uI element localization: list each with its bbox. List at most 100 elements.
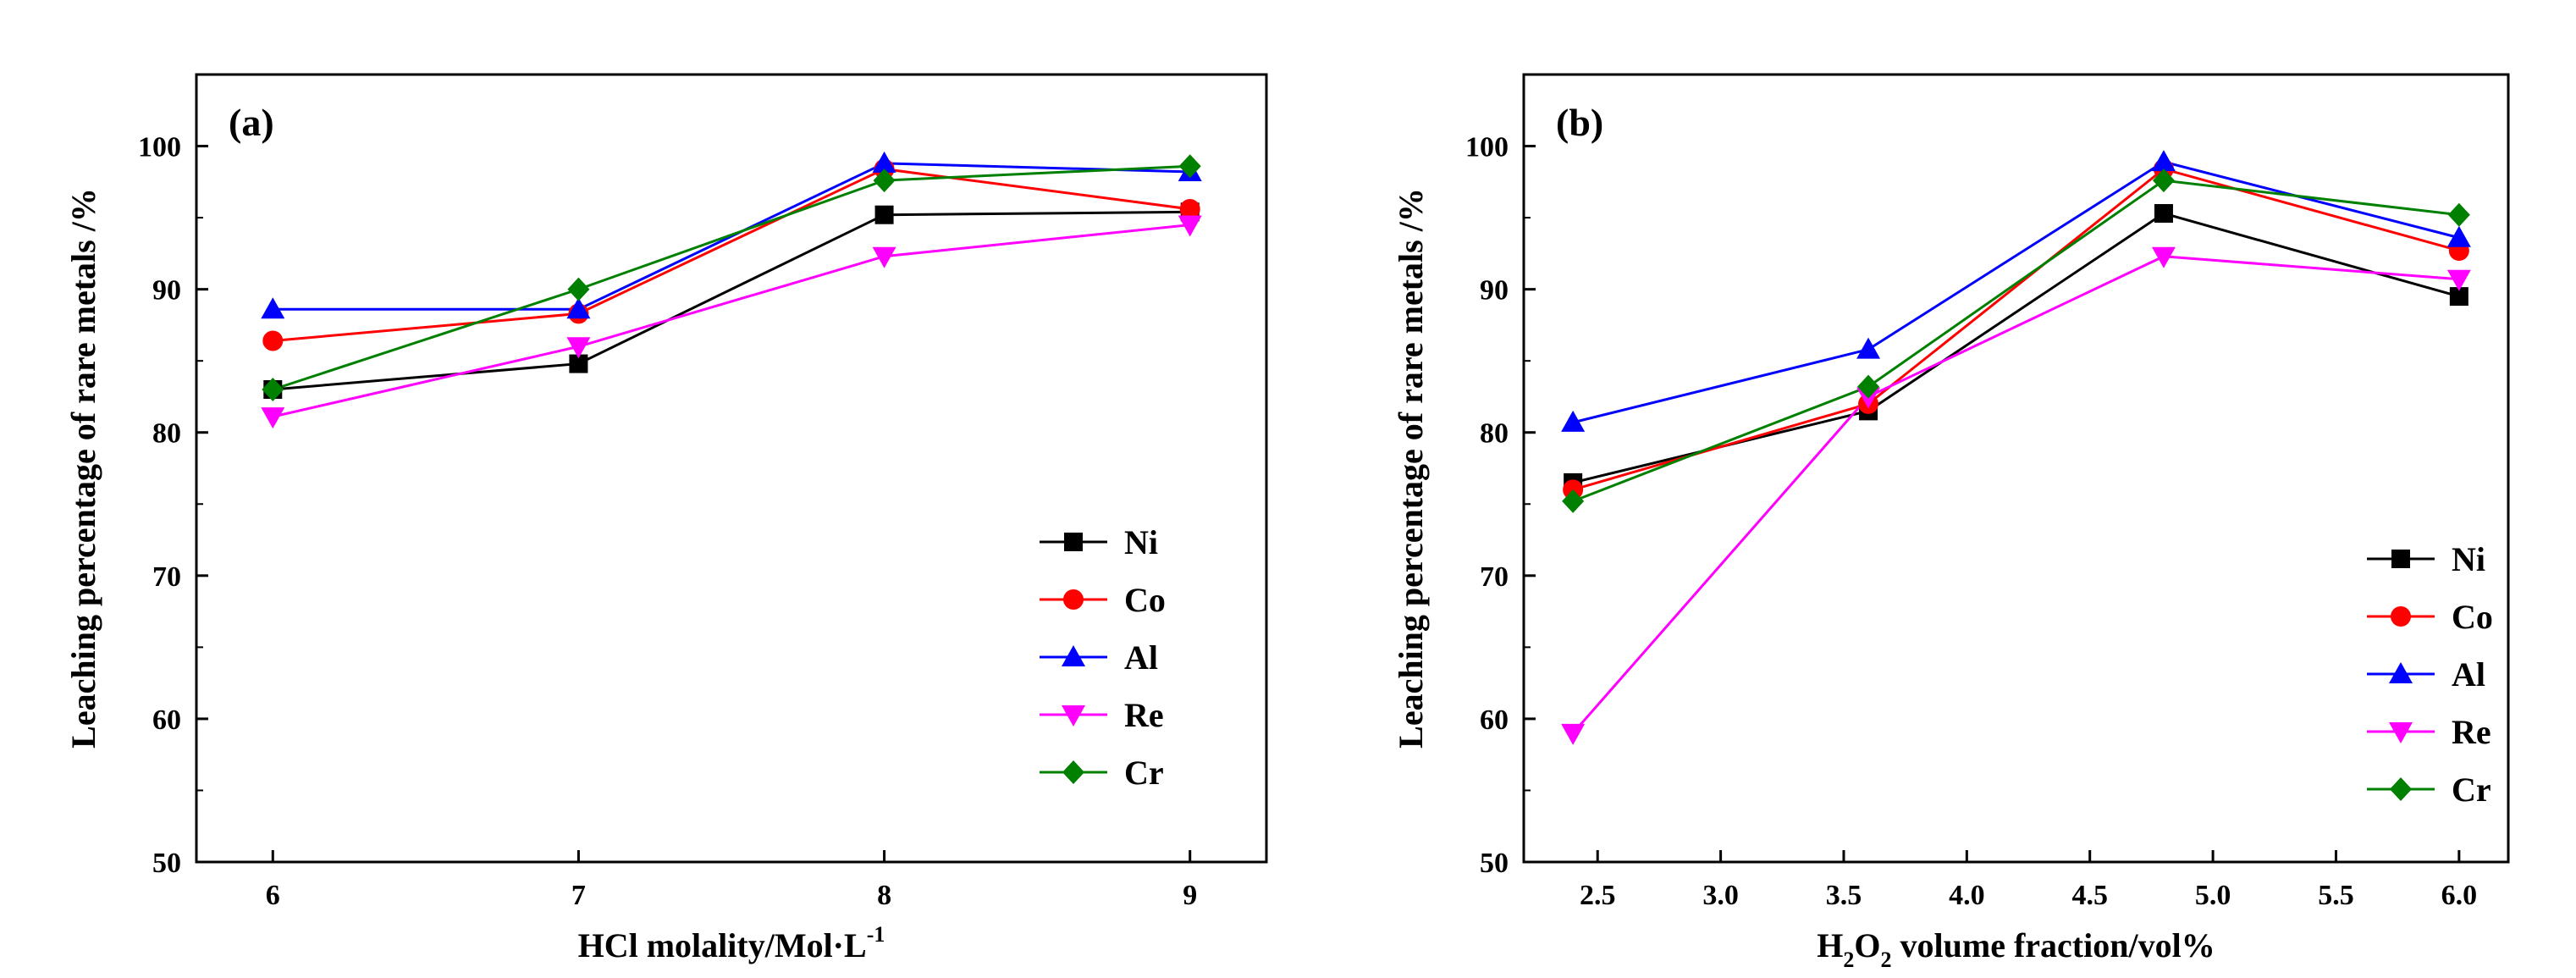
data-point-re: [566, 337, 591, 359]
x-tick-label: 5.0: [2195, 880, 2231, 911]
y-tick-label: 90: [1480, 275, 1509, 307]
legend-marker: [1062, 760, 1084, 784]
data-point-al: [2446, 225, 2471, 247]
data-point-cr: [1562, 489, 1585, 513]
y-tick-label: 100: [1465, 132, 1509, 163]
data-point-cr: [2447, 202, 2470, 227]
legend-label-al: Al: [2452, 655, 2485, 693]
y-tick-label: 80: [1480, 418, 1509, 450]
series-line-al: [1572, 160, 2460, 424]
y-axis-label: Leaching percentage of rare metals /%: [1392, 188, 1430, 749]
y-axis-label: Leaching percentage of rare metals /%: [64, 188, 102, 749]
x-tick-label: 9: [1183, 880, 1197, 911]
data-point-ni: [2154, 204, 2173, 224]
data-point-ni: [874, 205, 894, 224]
x-tick-label: 3.5: [1826, 880, 1862, 911]
data-point-al: [1856, 337, 1881, 359]
legend-label-cr: Cr: [1124, 754, 1164, 792]
legend-marker: [2390, 777, 2412, 801]
chart-panel-a: 6 7 8 9 50 60 70 80 90 100 Ni Co Al Re Cr (a) Leachin…: [64, 73, 1268, 964]
panel-label: (a): [229, 101, 274, 144]
legend: Ni Co Al Re Cr: [1040, 523, 1166, 792]
data-point-re: [1178, 215, 1202, 237]
data-point-re: [2446, 269, 2471, 291]
x-tick-label: 5.5: [2318, 880, 2354, 911]
data-point-co: [1179, 198, 1200, 219]
x-tick-label: 4.0: [1949, 880, 1985, 911]
series-line-ni: [273, 210, 1190, 391]
data-point-ni: [569, 354, 588, 373]
data-point-cr: [1178, 154, 1201, 179]
series-line-re: [1572, 255, 2459, 734]
x-axis-label-rest: volume fraction/vol%: [1892, 926, 2215, 964]
data-point-al: [872, 151, 896, 173]
y-tick-label: 70: [1480, 561, 1509, 593]
y-tick-label: 60: [1480, 704, 1509, 736]
series-line-cr: [272, 164, 1190, 391]
y-tick-label: 90: [152, 275, 181, 307]
x-axis-label-superscript: -1: [867, 922, 885, 947]
legend-marker: [1064, 533, 1083, 551]
x-tick-label: 8: [877, 880, 891, 911]
legend-marker: [2389, 722, 2413, 743]
legend-label-ni: Ni: [2452, 540, 2485, 578]
series-line-co: [273, 168, 1190, 343]
data-point-al: [1561, 410, 1586, 432]
data-point-cr: [2152, 169, 2175, 193]
x-tick-label: 2.5: [1580, 880, 1616, 911]
legend-marker: [2391, 606, 2411, 627]
plot-frame: [195, 73, 1268, 864]
legend-marker: [2391, 550, 2410, 568]
data-point-co: [262, 330, 284, 351]
y-tick-label: 70: [152, 561, 181, 593]
series-group: [1561, 150, 2471, 745]
data-point-re: [261, 407, 285, 429]
legend-label-co: Co: [2452, 598, 2493, 636]
legend-label-al: Al: [1124, 638, 1158, 677]
series-line-al: [273, 162, 1190, 311]
y-tick-label: 80: [152, 418, 181, 450]
chart-panel-b: 2.5 3.0 3.5 4.0 4.5 5.0 5.5 6.0 50 60 70 80 90 100 Ni…: [1392, 73, 2510, 972]
x-axis-label-sub-2a: 2: [1843, 948, 1854, 972]
axis-ticks: 6 7 8 9 50 60 70 80 90 100: [138, 132, 1197, 911]
series-group: [261, 151, 1202, 429]
legend-label-re: Re: [1124, 696, 1164, 734]
x-axis-label-o: O: [1854, 926, 1880, 964]
y-tick-label: 50: [1480, 848, 1509, 879]
data-point-al: [261, 297, 285, 319]
x-axis-label: HCl molality/Mol·L-1: [578, 922, 885, 964]
legend-marker: [1062, 705, 1085, 727]
legend: Ni Co Al Re Cr: [2367, 540, 2493, 809]
x-tick-label: 6: [266, 880, 280, 911]
x-axis-label: H2O2 volume fraction/vol%: [1817, 926, 2215, 972]
series-line-cr: [1572, 179, 2460, 503]
y-tick-label: 60: [152, 704, 181, 736]
legend-label-co: Co: [1124, 581, 1166, 619]
legend-label-re: Re: [2452, 713, 2491, 751]
data-point-re: [872, 246, 896, 268]
series-line-co: [1572, 167, 2460, 491]
x-tick-label: 7: [571, 880, 586, 911]
data-point-cr: [1857, 374, 1880, 399]
x-tick-label: 3.0: [1702, 880, 1739, 911]
data-point-ni: [2449, 287, 2468, 307]
x-axis-label-main: HCl molality/Mol·L: [578, 926, 867, 964]
plot-frame: [1522, 73, 2510, 864]
series-line-ni: [1572, 212, 2460, 484]
data-point-al: [2151, 150, 2176, 172]
y-tick-label: 100: [138, 132, 181, 163]
data-point-al: [566, 297, 591, 319]
series-line-re: [272, 224, 1190, 418]
data-point-cr: [873, 169, 896, 193]
data-point-re: [2151, 246, 2176, 268]
x-axis-label-sub-2b: 2: [1881, 948, 1892, 972]
data-point-cr: [262, 378, 284, 401]
legend-label-ni: Ni: [1124, 523, 1158, 561]
axis-ticks: 2.5 3.0 3.5 4.0 4.5 5.0 5.5 6.0 50 60 70 80 90 100: [1465, 132, 2477, 911]
data-point-cr: [567, 277, 590, 301]
x-tick-label: 4.5: [2071, 880, 2108, 911]
legend-marker: [1062, 645, 1085, 666]
legend-label-cr: Cr: [2452, 771, 2491, 809]
panel-label: (b): [1556, 101, 1603, 144]
